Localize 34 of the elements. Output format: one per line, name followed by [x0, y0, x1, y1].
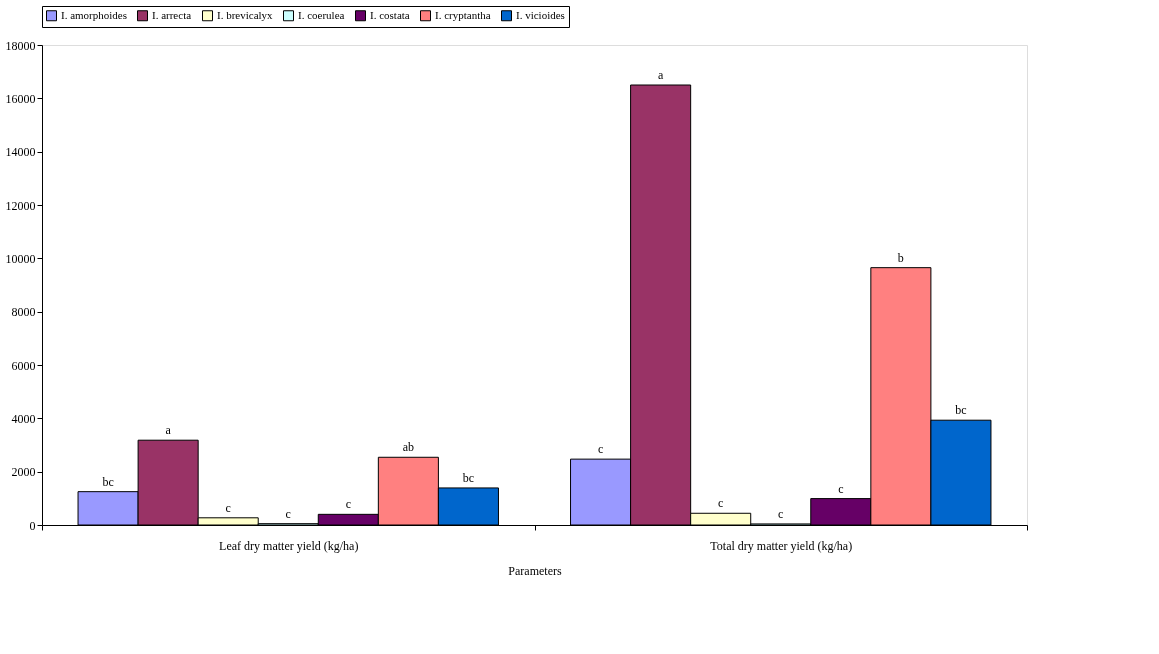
data-label: c [597, 442, 604, 457]
x-tick-label: Leaf dry matter yield (kg/ha) [219, 538, 359, 553]
data-label: c [778, 506, 784, 521]
data-label: b [897, 250, 904, 265]
data-label: c [225, 500, 231, 515]
y-tick-label: 12000 [5, 198, 36, 213]
y-tick-label: 2000 [11, 465, 36, 480]
data-label: bc [102, 474, 114, 489]
legend-label: I. amorphoides [61, 8, 127, 21]
data-label: c [345, 497, 351, 512]
data-label: a [657, 68, 664, 82]
x-tick-label: Total dry matter yield (kg/ha) [710, 538, 853, 553]
legend-label: I. arrecta [152, 8, 192, 21]
y-tick-label: 6000 [11, 358, 36, 373]
y-tick-label: 14000 [5, 145, 36, 160]
legend-label: I. coerulea [298, 8, 345, 21]
y-tick-label: 8000 [11, 305, 36, 320]
data-label: c [285, 506, 291, 521]
data-label: ab [402, 440, 415, 455]
y-tick-label: 18000 [5, 38, 36, 53]
x-axis-title: Parameters [508, 563, 562, 578]
legend-label: I. brevicalyx [217, 8, 274, 21]
legend-label: I. costata [370, 8, 410, 21]
y-tick-label: 0 [29, 518, 36, 533]
y-tick-label: 16000 [5, 91, 36, 106]
legend-label: I. vicioides [516, 8, 565, 21]
data-label: c [838, 481, 844, 496]
data-label: bc [955, 403, 967, 418]
data-label: bc [462, 470, 475, 485]
legend-label: I. cryptantha [435, 8, 491, 21]
y-tick-label: 4000 [11, 411, 36, 426]
y-tick-label: 10000 [5, 251, 36, 266]
data-label: c [718, 496, 724, 511]
data-label: a [165, 423, 172, 438]
